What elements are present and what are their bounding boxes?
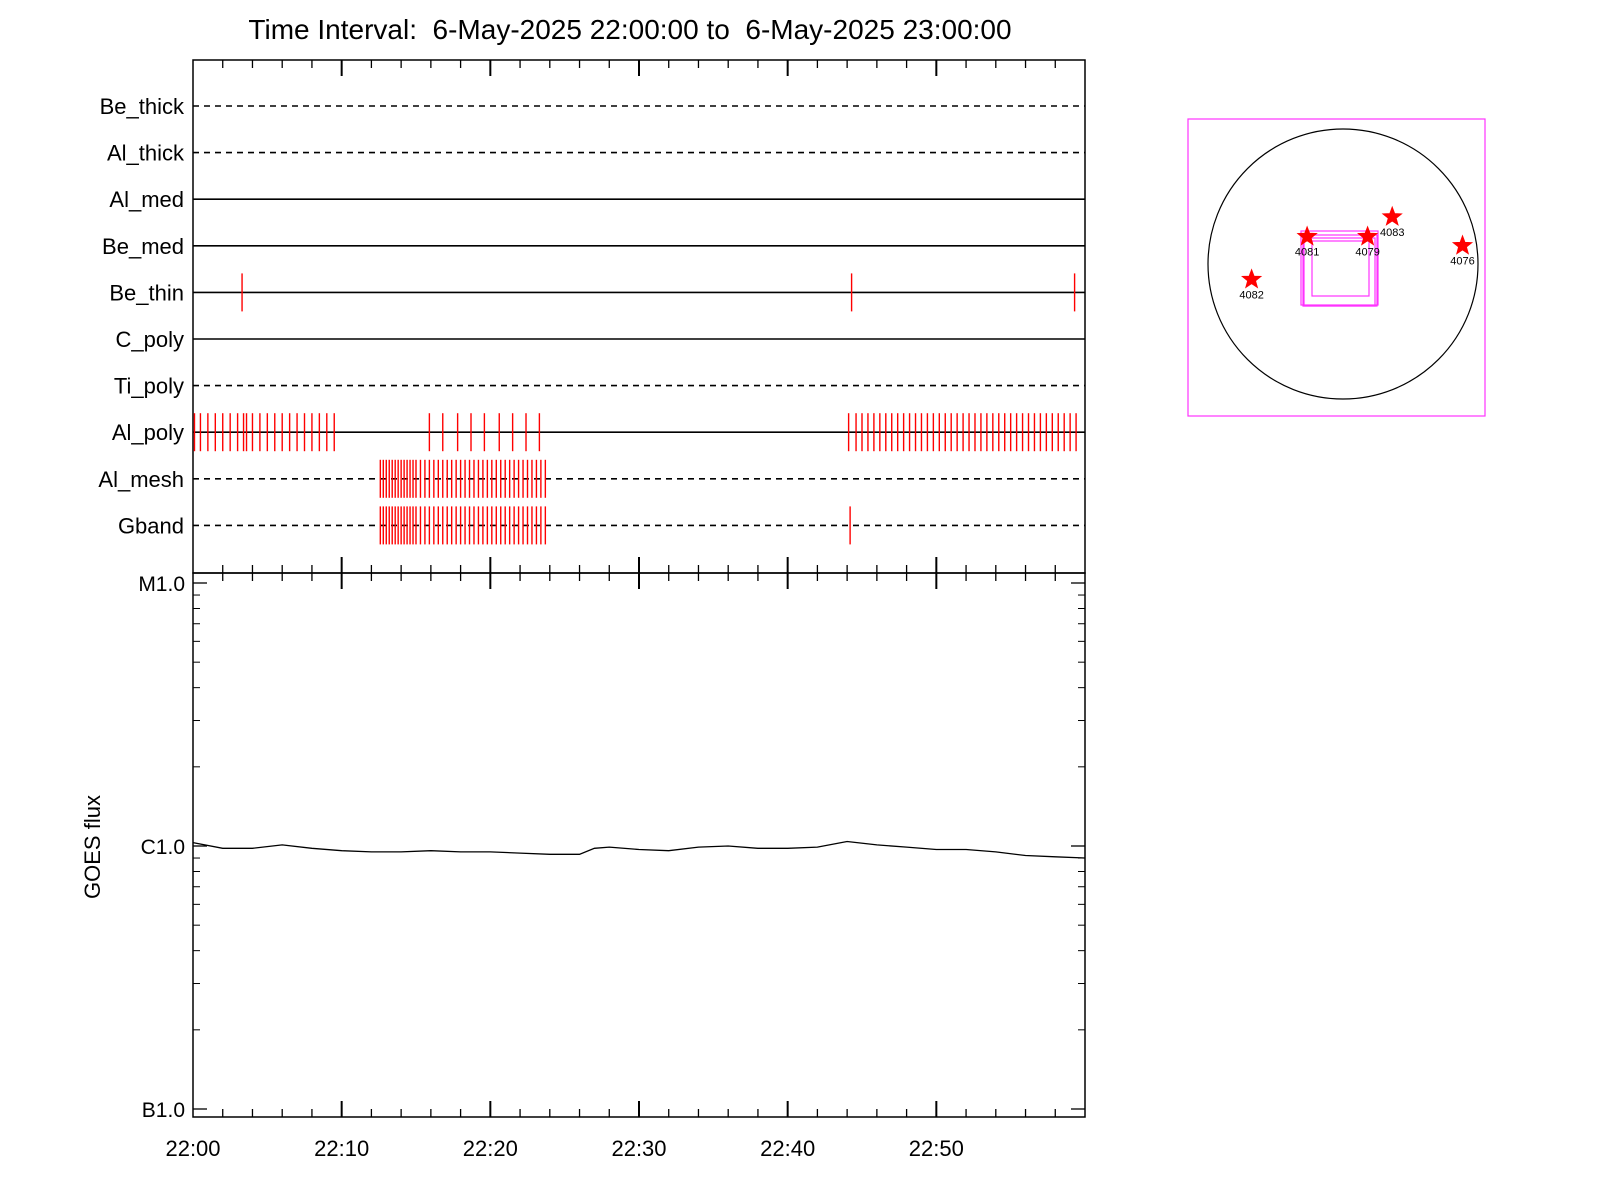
- y-tick-label: M1.0: [138, 573, 185, 596]
- y-tick-label: B1.0: [142, 1099, 185, 1122]
- filter-timeline-panel: Be_thick Al_thick Al_med Be_med Be_thin C_pol…: [98, 59, 1086, 574]
- map-frame: [1187, 118, 1486, 417]
- x-tick-label: 22:30: [611, 1136, 666, 1161]
- timeline-row-label: Al_med: [109, 187, 184, 212]
- active-region-label: 4081: [1295, 247, 1319, 259]
- time-axis: 22:00 22:10 22:20 22:30 22:40 22:50: [165, 60, 1056, 1161]
- x-tick-label: 22:40: [760, 1136, 815, 1161]
- solar-limb: [1207, 128, 1479, 400]
- active-region-star: [1357, 225, 1379, 246]
- x-tick-label: 22:50: [909, 1136, 964, 1161]
- x-tick-label: 22:20: [463, 1136, 518, 1161]
- active-region-star: [1241, 268, 1263, 289]
- timeline-row-label: Gband: [118, 513, 184, 538]
- timeline-row-label: Al_thick: [107, 141, 185, 166]
- active-region-label: 4076: [1450, 256, 1474, 268]
- active-region-label: 4082: [1239, 289, 1263, 301]
- goes-flux-curve: [192, 840, 1086, 859]
- y-tick-label: C1.0: [141, 836, 185, 859]
- timeline-row-label: Be_thin: [109, 280, 184, 305]
- timeline-row-label: Be_med: [102, 234, 184, 259]
- active-region-label: 4079: [1355, 247, 1379, 259]
- fov-box: [1311, 240, 1370, 297]
- active-region-star: [1381, 205, 1403, 226]
- timeline-row-label: Ti_poly: [114, 374, 184, 399]
- active-region-label: 4083: [1380, 227, 1404, 239]
- y-axis-label: GOES flux: [80, 795, 105, 899]
- timeline-row-label: Be_thick: [100, 94, 185, 119]
- fov-box: [1300, 230, 1379, 306]
- fov-box: [1303, 237, 1376, 307]
- page-title: Time Interval: 6-May-2025 22:00:00 to 6-…: [248, 14, 1012, 45]
- x-tick-label: 22:00: [165, 1136, 220, 1161]
- active-region-star: [1451, 234, 1474, 255]
- timeline-row-label: Al_poly: [112, 420, 184, 445]
- x-tick-label: 22:10: [314, 1136, 369, 1161]
- timeline-row-label: C_poly: [116, 327, 184, 352]
- active-region-star: [1296, 225, 1318, 246]
- timeline-row-label: Al_mesh: [98, 467, 184, 492]
